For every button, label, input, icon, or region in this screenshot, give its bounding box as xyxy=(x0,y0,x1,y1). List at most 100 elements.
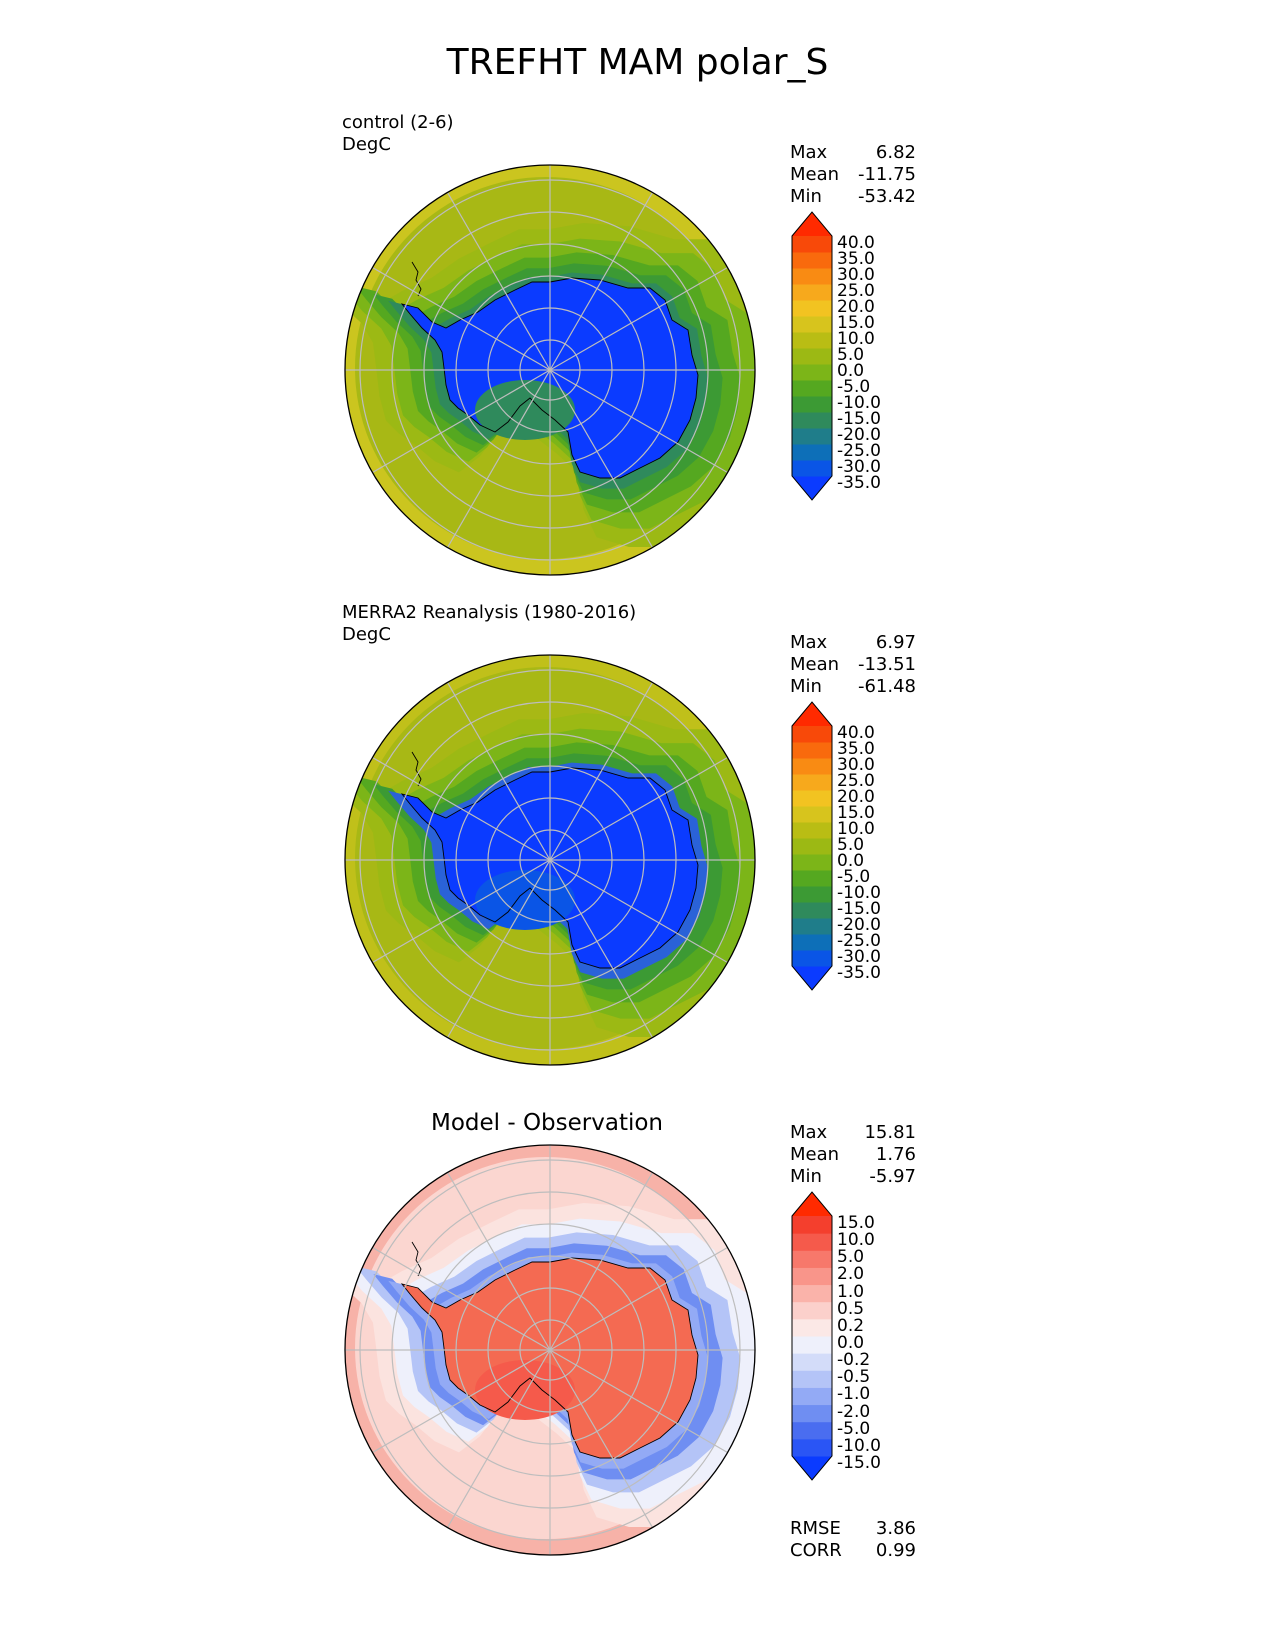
colorbar-tick-label: -5.0 xyxy=(837,1418,871,1439)
colorbar-tick-label: -0.5 xyxy=(837,1367,871,1388)
meridian-gridline xyxy=(549,1246,728,1351)
colorbar-segment xyxy=(792,460,832,477)
colorbar-segment xyxy=(792,790,832,807)
south-america-tip-coastline xyxy=(411,261,422,297)
stat-min: Min -53.42 xyxy=(790,186,916,207)
colorbar-tick-label: -1.0 xyxy=(837,1384,871,1405)
colorbar-tick-label: 30.0 xyxy=(837,265,875,285)
colorbar-tick-label: 30.0 xyxy=(837,755,875,775)
colorbar-segment xyxy=(792,1353,832,1371)
meridian-gridline xyxy=(549,682,654,861)
panel-case-name: control (2-6) xyxy=(342,112,454,133)
colorbar-tick-label: 5.0 xyxy=(837,345,865,365)
meridian-gridline xyxy=(549,859,728,964)
panel-label: control (2-6) DegC xyxy=(342,112,454,156)
map-boundary xyxy=(344,1144,756,1556)
colorbar-segment xyxy=(792,886,832,903)
colorbar-tick-label: -2.0 xyxy=(837,1401,871,1422)
map-field xyxy=(345,165,755,575)
colorbar-tick-label: 1.0 xyxy=(837,1281,865,1302)
colorbar-segment xyxy=(792,822,832,839)
meridian-gridline xyxy=(446,682,551,861)
colorbar-segment xyxy=(792,1318,832,1337)
figure-title: TREFHT MAM polar_S xyxy=(446,42,829,83)
colorbar-tick-label: -15.0 xyxy=(837,1453,881,1473)
meridian-gridline xyxy=(549,1349,728,1454)
error-stats-block: RMSE 3.86 CORR 0.99 xyxy=(790,1518,916,1562)
colorbar-segment xyxy=(792,348,832,365)
colorbar-segment xyxy=(792,268,832,285)
coastline xyxy=(400,277,699,479)
meridian-gridline xyxy=(549,192,654,371)
colorbar-segment xyxy=(792,1284,832,1303)
colorbar-tick-label: -30.0 xyxy=(837,457,881,477)
polar-map xyxy=(344,654,833,1066)
colorbar-segment xyxy=(792,236,832,253)
stats-block: Max 15.81 Mean 1.76 Min -5.97 xyxy=(790,1122,916,1188)
stat-mean: Mean -11.75 xyxy=(790,164,916,185)
meridian-gridline xyxy=(372,266,551,371)
colorbar-extend-max xyxy=(792,702,832,726)
colorbar-tick-label: 20.0 xyxy=(837,297,875,317)
colorbar xyxy=(791,1191,833,1481)
meridian-gridline xyxy=(446,1172,551,1351)
meridian-gridline xyxy=(372,859,551,964)
colorbar-extend-min xyxy=(792,966,832,990)
colorbar-extend-min xyxy=(792,476,832,500)
colorbar-tick-label: -35.0 xyxy=(837,963,881,983)
colorbar-tick-label: 15.0 xyxy=(837,313,875,333)
colorbar-tick-label: 2.0 xyxy=(837,1264,865,1285)
south-america-tip-coastline xyxy=(411,751,422,787)
colorbar-tick-label: 35.0 xyxy=(837,249,875,269)
polar-map xyxy=(344,1144,833,1556)
colorbar-tick-label: -10.0 xyxy=(837,393,881,413)
colorbar-segment xyxy=(792,758,832,775)
colorbar-segment xyxy=(792,380,832,397)
meridian-gridline xyxy=(446,369,551,548)
stats-block: Max 6.82 Mean -11.75 Min -53.42 xyxy=(790,142,916,208)
map-field xyxy=(345,655,755,1065)
colorbar-tick-label: -20.0 xyxy=(837,425,881,445)
panel-case-name: MERRA2 Reanalysis (1980-2016) xyxy=(342,602,637,623)
colorbar-tick-label: 15.0 xyxy=(837,803,875,823)
colorbar-tick-label: -5.0 xyxy=(837,377,871,397)
colorbar-tick-label: 15.0 xyxy=(837,1213,875,1233)
colorbar-tick-label: 25.0 xyxy=(837,281,875,301)
colorbar-segment xyxy=(792,396,832,413)
meridian-gridline xyxy=(446,192,551,371)
panel-reanalysis: MERRA2 Reanalysis (1980-2016) DegC Max 6.… xyxy=(0,490,1275,1066)
meridian-gridline xyxy=(549,1349,654,1528)
stat-rmse: RMSE 3.86 xyxy=(790,1518,916,1539)
colorbar-segment xyxy=(792,444,832,461)
colorbar-segment xyxy=(792,364,832,381)
colorbar-tick-label: -0.2 xyxy=(837,1350,871,1371)
colorbar-segment xyxy=(792,316,832,333)
colorbar-extend-max xyxy=(792,1192,832,1216)
colorbar-tick-label: 0.0 xyxy=(837,851,865,871)
colorbar-tick-label: 10.0 xyxy=(837,329,875,349)
colorbar-tick-label: 5.0 xyxy=(837,1247,865,1268)
colorbar-segment xyxy=(792,1250,832,1268)
colorbar-segment xyxy=(792,1267,832,1286)
colorbar-tick-label: 20.0 xyxy=(837,787,875,807)
colorbar-segment xyxy=(792,252,832,269)
colorbar-tick-label: 35.0 xyxy=(837,739,875,759)
meridian-gridline xyxy=(446,1349,551,1528)
colorbar-segment xyxy=(792,1216,832,1234)
colorbar-segment xyxy=(792,918,832,935)
colorbar-tick-label: 25.0 xyxy=(837,771,875,791)
colorbar-segment xyxy=(792,1404,832,1423)
colorbar-tick-label: 10.0 xyxy=(837,1230,875,1251)
stat-max: Max 6.82 xyxy=(790,142,916,163)
colorbar-segment xyxy=(792,902,832,919)
colorbar-segment xyxy=(792,1387,832,1406)
colorbar-extend-max xyxy=(792,212,832,236)
colorbar-tick-label: 40.0 xyxy=(837,233,875,253)
meridian-gridline xyxy=(549,266,728,371)
colorbar-tick-label: 0.5 xyxy=(837,1298,865,1319)
colorbar-outline xyxy=(791,1191,833,1481)
colorbar-segment xyxy=(792,300,832,317)
panel-diff-title: Model - Observation xyxy=(430,1110,664,1136)
stat-max: Max 15.81 xyxy=(790,1122,916,1143)
colorbar-tick-label: -25.0 xyxy=(837,931,881,951)
